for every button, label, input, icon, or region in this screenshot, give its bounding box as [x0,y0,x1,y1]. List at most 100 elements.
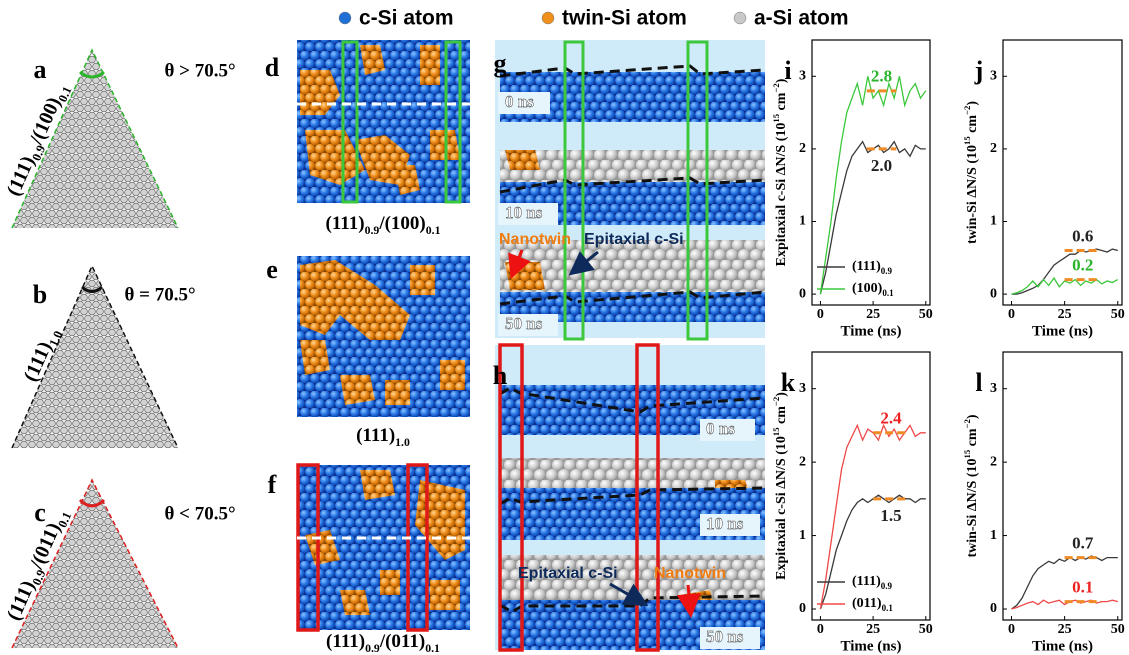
time-label: 50 ns [505,314,543,333]
legend-label: (111)0.9 [852,259,893,276]
x-axis-label: Time (ns) [841,323,902,339]
text-part: 0.1 [55,510,74,530]
legend-label: twin-Si atom [562,7,687,30]
legend-marker [733,11,747,25]
x-axis-label: Time (ns) [841,638,902,654]
series-line [819,494,926,610]
series-line [819,76,927,295]
y-tick-label: 3 [799,381,806,396]
text-part: 15 [962,449,972,458]
x-tick-label: 0 [817,622,824,637]
caption: (111)0.9/(011)0.1 [326,631,440,655]
plot-frame [1002,351,1123,621]
y-tick-label: 0 [799,601,806,616]
series-line [819,423,926,610]
average-label: 0.6 [1072,226,1093,245]
text-part: (100) [852,281,883,296]
time-label: 10 ns [706,514,744,533]
text-part: twin-Si ΔN/S (10 [965,145,980,244]
text-part: Expitaxial c-Si ΔN/S (10 [774,436,789,580]
text-part: cm [774,92,789,114]
text-part: cm [965,428,980,450]
x-axis-label: Time (ns) [1032,638,1093,654]
angle-label: θ = 70.5° [124,284,195,305]
y-tick-label: 0 [990,601,997,616]
text-part: ) [965,101,980,106]
text-part: ) [774,78,789,83]
y-axis-label: twin-Si ΔN/S (1015 cm−2) [962,414,980,557]
x-tick-label: 25 [866,307,880,322]
x-axis-label: Time (ns) [1032,323,1093,339]
text-part: 1.0 [46,329,65,349]
x-tick-label: 25 [1058,622,1072,637]
image-f [296,463,470,632]
panel-letter: h [493,361,508,390]
y-tick-label: 2 [990,141,997,156]
y-tick-label: 2 [799,454,806,469]
average-label: 2.8 [871,67,892,86]
panel-letter: l [975,368,982,397]
plot-frame [1002,39,1123,306]
x-tick-label: 50 [919,307,933,322]
average-label: 0.7 [1072,533,1094,552]
panel-letter: f [268,470,277,499]
y-axis-label: Expitaxial c-Si ΔN/S (1015 cm−2) [771,392,789,580]
text-part: cm [774,406,789,428]
annotation: Nanotwin [499,231,571,248]
x-tick-label: 25 [1058,307,1072,322]
panel-letter: e [266,255,278,284]
text-part: cm [965,115,980,137]
time-label: 0 ns [706,419,735,438]
panel-letter: a [34,55,47,84]
y-tick-label: 1 [799,528,806,543]
time-label: 10 ns [505,203,543,222]
average-label: 2.4 [880,409,902,428]
panel-letter: c [34,498,46,527]
legend-label: (011)0.1 [852,596,893,613]
y-tick-label: 3 [990,69,997,84]
series-line [1011,276,1119,295]
text-part: 0.9 [881,581,893,591]
text-part: (011) [852,596,882,611]
y-tick-label: 2 [799,141,806,156]
y-tick-label: 2 [990,454,997,469]
y-axis-label: Expitaxial c-Si ΔN/S (1015 cm−2) [771,78,789,266]
text-part: 15 [962,136,972,145]
caption: (111)0.9/(100)0.1 [326,213,441,237]
average-label: 0.2 [1072,255,1093,274]
x-tick-label: 50 [1111,622,1125,637]
x-tick-label: 50 [1111,307,1125,322]
text-part: 15 [771,427,781,436]
text-part: 0.9 [365,642,380,655]
text-part: (111) [356,425,395,446]
average-label: 2.0 [871,156,892,175]
text-part: −2 [962,419,972,428]
annotation: Epitaxial c-Si [518,565,618,582]
angle-label: θ > 70.5° [164,60,235,81]
text-part: (111) [852,574,881,589]
legend-label: (100)0.1 [852,281,894,298]
angle-label: θ < 70.5° [164,503,235,524]
triangle-c [11,478,179,649]
image-d [297,40,470,204]
average-label: 0.1 [1072,578,1093,597]
text-part: ) [965,414,980,419]
y-tick-label: 3 [799,69,806,84]
text-part: 0.9 [881,266,893,276]
y-tick-label: 1 [990,214,997,229]
x-tick-label: 0 [1008,307,1015,322]
legend-marker [338,11,352,25]
time-label: 0 ns [505,92,534,111]
text-part: 0.1 [425,642,440,655]
y-tick-label: 0 [799,286,806,301]
text-part: ) [774,392,789,397]
triangle-a [11,48,179,229]
series-line [1011,555,1118,610]
text-part: twin-Si ΔN/S (10 [965,459,980,558]
image-e [297,256,470,417]
series-line [1011,599,1118,610]
panel-letter: d [265,53,280,82]
x-tick-label: 0 [817,307,824,322]
image-h [495,343,766,652]
